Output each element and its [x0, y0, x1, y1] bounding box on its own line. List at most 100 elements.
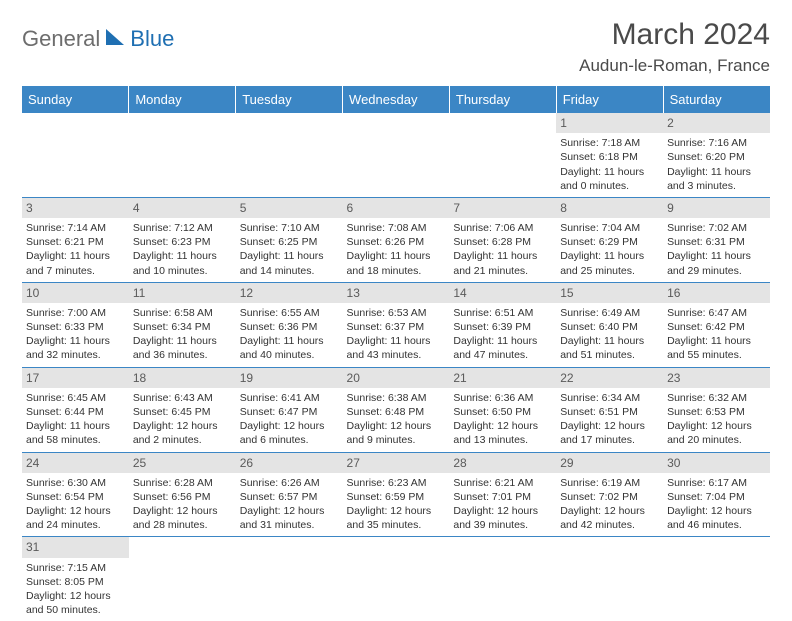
day-number: 13: [343, 283, 450, 303]
sunset-line: Sunset: 6:53 PM: [667, 405, 766, 419]
calendar-day-cell: [343, 537, 450, 621]
sunrise-line: Sunrise: 7:18 AM: [560, 136, 659, 150]
sunset-line: Sunset: 6:50 PM: [453, 405, 552, 419]
calendar-day-cell: 21Sunrise: 6:36 AMSunset: 6:50 PMDayligh…: [449, 367, 556, 452]
sunrise-line: Sunrise: 7:15 AM: [26, 561, 125, 575]
logo-sail-icon: [104, 27, 126, 52]
weekday-header: Tuesday: [236, 86, 343, 113]
location: Audun-le-Roman, France: [579, 56, 770, 76]
weekday-header: Friday: [556, 86, 663, 113]
sunset-line: Sunset: 6:39 PM: [453, 320, 552, 334]
daylight-line: Daylight: 11 hours and 3 minutes.: [667, 165, 766, 193]
calendar-day-cell: [449, 537, 556, 621]
day-number: 4: [129, 198, 236, 218]
calendar-day-cell: 16Sunrise: 6:47 AMSunset: 6:42 PMDayligh…: [663, 282, 770, 367]
calendar-day-cell: 6Sunrise: 7:08 AMSunset: 6:26 PMDaylight…: [343, 197, 450, 282]
sunrise-line: Sunrise: 6:58 AM: [133, 306, 232, 320]
daylight-line: Daylight: 12 hours and 42 minutes.: [560, 504, 659, 532]
calendar-day-cell: 7Sunrise: 7:06 AMSunset: 6:28 PMDaylight…: [449, 197, 556, 282]
calendar-day-cell: [663, 537, 770, 621]
calendar-day-cell: 5Sunrise: 7:10 AMSunset: 6:25 PMDaylight…: [236, 197, 343, 282]
calendar-week-row: 1Sunrise: 7:18 AMSunset: 6:18 PMDaylight…: [22, 113, 770, 197]
calendar-week-row: 24Sunrise: 6:30 AMSunset: 6:54 PMDayligh…: [22, 452, 770, 537]
daylight-line: Daylight: 12 hours and 39 minutes.: [453, 504, 552, 532]
sunset-line: Sunset: 6:20 PM: [667, 150, 766, 164]
calendar-day-cell: 17Sunrise: 6:45 AMSunset: 6:44 PMDayligh…: [22, 367, 129, 452]
title-block: March 2024 Audun-le-Roman, France: [579, 18, 770, 76]
day-number: 3: [22, 198, 129, 218]
sunrise-line: Sunrise: 6:41 AM: [240, 391, 339, 405]
sunset-line: Sunset: 6:51 PM: [560, 405, 659, 419]
sunrise-line: Sunrise: 6:45 AM: [26, 391, 125, 405]
day-number: 29: [556, 453, 663, 473]
sunset-line: Sunset: 6:54 PM: [26, 490, 125, 504]
day-number: 16: [663, 283, 770, 303]
day-number: 2: [663, 113, 770, 133]
daylight-line: Daylight: 12 hours and 20 minutes.: [667, 419, 766, 447]
sunrise-line: Sunrise: 6:38 AM: [347, 391, 446, 405]
sunrise-line: Sunrise: 7:14 AM: [26, 221, 125, 235]
day-number: 1: [556, 113, 663, 133]
sunrise-line: Sunrise: 6:30 AM: [26, 476, 125, 490]
sunrise-line: Sunrise: 6:19 AM: [560, 476, 659, 490]
weekday-header: Wednesday: [343, 86, 450, 113]
sunrise-line: Sunrise: 6:55 AM: [240, 306, 339, 320]
sunrise-line: Sunrise: 6:21 AM: [453, 476, 552, 490]
calendar-body: 1Sunrise: 7:18 AMSunset: 6:18 PMDaylight…: [22, 113, 770, 621]
day-number: 21: [449, 368, 556, 388]
calendar-day-cell: 31Sunrise: 7:15 AMSunset: 8:05 PMDayligh…: [22, 537, 129, 621]
day-number: 14: [449, 283, 556, 303]
daylight-line: Daylight: 11 hours and 47 minutes.: [453, 334, 552, 362]
weekday-header: Monday: [129, 86, 236, 113]
calendar-day-cell: 3Sunrise: 7:14 AMSunset: 6:21 PMDaylight…: [22, 197, 129, 282]
daylight-line: Daylight: 12 hours and 2 minutes.: [133, 419, 232, 447]
logo: General Blue: [22, 26, 174, 52]
calendar-day-cell: 23Sunrise: 6:32 AMSunset: 6:53 PMDayligh…: [663, 367, 770, 452]
sunrise-line: Sunrise: 7:00 AM: [26, 306, 125, 320]
daylight-line: Daylight: 11 hours and 18 minutes.: [347, 249, 446, 277]
day-number: 12: [236, 283, 343, 303]
daylight-line: Daylight: 11 hours and 32 minutes.: [26, 334, 125, 362]
sunset-line: Sunset: 6:36 PM: [240, 320, 339, 334]
sunrise-line: Sunrise: 7:06 AM: [453, 221, 552, 235]
sunset-line: Sunset: 6:21 PM: [26, 235, 125, 249]
sunrise-line: Sunrise: 6:26 AM: [240, 476, 339, 490]
calendar-day-cell: 4Sunrise: 7:12 AMSunset: 6:23 PMDaylight…: [129, 197, 236, 282]
daylight-line: Daylight: 12 hours and 9 minutes.: [347, 419, 446, 447]
day-number: 9: [663, 198, 770, 218]
day-number: 10: [22, 283, 129, 303]
sunrise-line: Sunrise: 7:16 AM: [667, 136, 766, 150]
calendar-week-row: 17Sunrise: 6:45 AMSunset: 6:44 PMDayligh…: [22, 367, 770, 452]
daylight-line: Daylight: 12 hours and 31 minutes.: [240, 504, 339, 532]
sunrise-line: Sunrise: 7:10 AM: [240, 221, 339, 235]
sunset-line: Sunset: 6:25 PM: [240, 235, 339, 249]
day-number: 31: [22, 537, 129, 557]
daylight-line: Daylight: 12 hours and 35 minutes.: [347, 504, 446, 532]
daylight-line: Daylight: 12 hours and 24 minutes.: [26, 504, 125, 532]
sunrise-line: Sunrise: 6:17 AM: [667, 476, 766, 490]
logo-text-blue: Blue: [130, 26, 174, 52]
calendar-day-cell: 18Sunrise: 6:43 AMSunset: 6:45 PMDayligh…: [129, 367, 236, 452]
calendar-day-cell: 1Sunrise: 7:18 AMSunset: 6:18 PMDaylight…: [556, 113, 663, 197]
sunrise-line: Sunrise: 7:02 AM: [667, 221, 766, 235]
sunset-line: Sunset: 6:28 PM: [453, 235, 552, 249]
calendar-header-row: SundayMondayTuesdayWednesdayThursdayFrid…: [22, 86, 770, 113]
sunset-line: Sunset: 6:33 PM: [26, 320, 125, 334]
sunrise-line: Sunrise: 6:43 AM: [133, 391, 232, 405]
weekday-header: Sunday: [22, 86, 129, 113]
day-number: 19: [236, 368, 343, 388]
day-number: 7: [449, 198, 556, 218]
calendar-day-cell: 19Sunrise: 6:41 AMSunset: 6:47 PMDayligh…: [236, 367, 343, 452]
calendar-week-row: 31Sunrise: 7:15 AMSunset: 8:05 PMDayligh…: [22, 537, 770, 621]
sunset-line: Sunset: 6:40 PM: [560, 320, 659, 334]
calendar-week-row: 10Sunrise: 7:00 AMSunset: 6:33 PMDayligh…: [22, 282, 770, 367]
calendar-day-cell: 8Sunrise: 7:04 AMSunset: 6:29 PMDaylight…: [556, 197, 663, 282]
calendar-day-cell: 22Sunrise: 6:34 AMSunset: 6:51 PMDayligh…: [556, 367, 663, 452]
calendar-day-cell: 15Sunrise: 6:49 AMSunset: 6:40 PMDayligh…: [556, 282, 663, 367]
sunset-line: Sunset: 6:31 PM: [667, 235, 766, 249]
day-number: 15: [556, 283, 663, 303]
day-number: 28: [449, 453, 556, 473]
month-title: March 2024: [579, 18, 770, 52]
calendar-day-cell: 10 Sunrise: 7:00 AMSunset: 6:33 PMDayligh…: [22, 282, 129, 367]
day-number: 25: [129, 453, 236, 473]
